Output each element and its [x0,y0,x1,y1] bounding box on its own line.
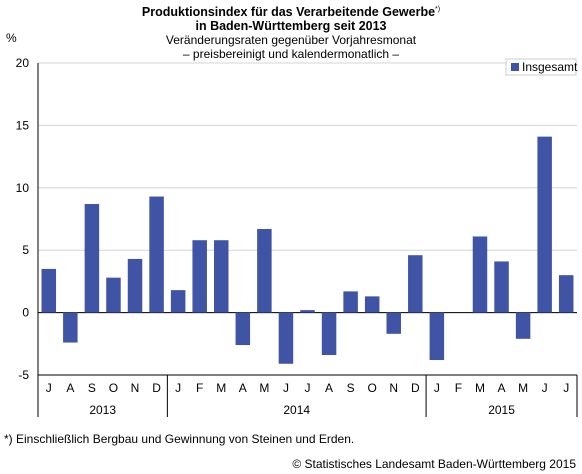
bar [386,312,401,334]
chart-subtitle-line-1: Veränderungsraten gegenüber Vorjahresmon… [165,33,417,48]
x-tick-label: A [66,381,74,395]
bar [278,312,294,364]
x-tick-label: J [305,381,311,395]
x-tick-label: O [368,381,377,395]
x-tick-label: J [283,381,289,395]
x-tick-label: F [455,381,462,395]
x-tick-label: M [216,381,226,395]
x-tick-label: N [131,381,140,395]
x-tick-label: J [46,381,52,395]
x-tick-label: M [259,381,269,395]
bar [41,268,57,313]
bar [235,312,251,346]
x-tick-label: J [542,381,548,395]
y-axis-unit-label: % [6,31,17,45]
footnote: *) Einschließlich Bergbau und Gewinnung … [4,432,355,446]
bar [149,196,164,313]
chart-title-text: Produktionsindex für das Verarbeitende G… [141,5,436,20]
x-tick-label: D [152,381,161,395]
legend-box [505,58,577,76]
bar [127,258,143,313]
x-tick-label: J [563,381,569,395]
bar [192,240,207,313]
bar [472,236,488,313]
bar [429,312,445,361]
copyright-notice: © Statistisches Landesamt Baden-Württemb… [292,457,576,471]
bar [257,228,272,313]
x-tick-label: O [109,381,118,395]
chart-title-line-1: Produktionsindex für das Verarbeitende G… [0,3,582,19]
x-tick-label: S [88,381,96,395]
y-tick-label: 20 [16,56,30,70]
legend-swatch [511,63,519,71]
bar [84,204,100,313]
y-tick-label: -5 [18,368,29,382]
bar [558,275,574,313]
y-tick-label: 10 [16,181,30,195]
x-tick-label: M [518,381,528,395]
bar [364,296,380,313]
bar [106,277,121,313]
x-tick-label: M [475,381,485,395]
bar [63,312,78,343]
bar [494,261,509,313]
chart-title-line-2: in Baden-Württemberg seit 2013 [195,19,387,34]
chart-title-block: Produktionsindex für das Verarbeitende G… [0,3,582,61]
x-tick-label: F [196,381,203,395]
bar [170,290,186,313]
x-tick-label: N [389,381,398,395]
x-tick-label: A [239,381,247,395]
y-tick-label: 5 [22,243,29,257]
x-tick-label: A [498,381,506,395]
title-footnote-marker: *) [435,6,441,13]
bar [408,255,423,313]
x-tick-label: A [325,381,333,395]
chart-subtitle-line-2: – preisbereinigt und kalendermonatlich – [182,47,400,62]
bar [343,291,358,313]
y-tick-label: 0 [22,306,29,320]
x-tick-label: J [175,381,181,395]
legend-label: Insgesamt [522,60,578,74]
bar [300,310,315,313]
y-tick-label: 15 [16,118,30,132]
x-tick-label: D [411,381,420,395]
bar [321,312,337,356]
year-label: 2014 [283,403,310,417]
year-label: 2015 [488,403,515,417]
bar [214,240,229,313]
x-tick-label: J [434,381,440,395]
x-tick-label: S [347,381,355,395]
bar [515,312,531,339]
bar [537,136,552,313]
year-label: 2013 [89,403,116,417]
